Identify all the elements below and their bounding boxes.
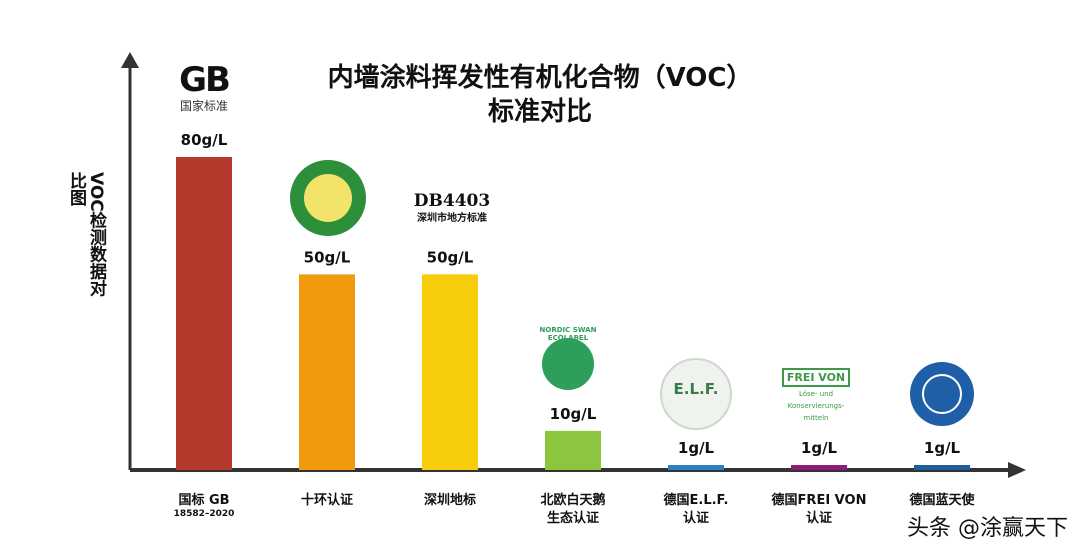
- y-axis-arrow: [121, 52, 139, 68]
- elf-text: E.L.F.: [673, 380, 719, 398]
- ten-rings-icon: [304, 174, 352, 222]
- bar: [299, 274, 355, 470]
- swan-icon: [542, 338, 594, 390]
- frei-text3: mitteln: [803, 414, 829, 422]
- category-label: 十环认证: [301, 492, 353, 508]
- bar: [791, 465, 847, 470]
- value-label: 1g/L: [801, 439, 838, 457]
- watermark: 头条 @涂赢天下: [907, 516, 1068, 541]
- gb-text: 国家标准: [179, 99, 228, 113]
- category-label: 国标 GB: [178, 492, 229, 508]
- frei-text1: Löse- und: [798, 390, 834, 398]
- blue-angel-icon: [922, 374, 962, 414]
- china-environmental-label-logo: [290, 160, 366, 236]
- bar: [545, 430, 601, 470]
- category-label: 北欧白天鹅: [540, 492, 605, 508]
- frei-title: FREI VON: [781, 368, 851, 387]
- category-label: 18582–2020: [174, 509, 235, 519]
- db4403-logo: DB4403 深圳市地方标准: [402, 190, 502, 226]
- category-label: 认证: [806, 510, 832, 526]
- chart-title-line2: 标准对比: [487, 97, 592, 127]
- value-labels: 80g/L 50g/L 50g/L 10g/L 1g/L 1g/L 1g/L: [181, 131, 961, 457]
- frei-von-logo: FREI VON Löse- und Konservierungs- mitte…: [780, 366, 852, 423]
- value-label: 80g/L: [181, 131, 228, 149]
- elf-logo: E.L.F.: [660, 358, 732, 430]
- frei-text2: Konservierungs-: [787, 402, 845, 410]
- value-label: 1g/L: [924, 439, 961, 457]
- bar: [176, 157, 232, 470]
- category-label: 深圳地标: [424, 492, 476, 508]
- category-label: 德国E.L.F.: [664, 492, 729, 508]
- nordic-swan-logo: NORDIC SWAN ECOLABEL: [532, 326, 604, 398]
- category-label: 认证: [683, 510, 709, 526]
- chart-title: 内墙涂料挥发性有机化合物（VOC）: [327, 63, 753, 93]
- gb-mark: GB: [179, 60, 231, 100]
- bar: [668, 465, 724, 470]
- value-label: 50g/L: [304, 248, 351, 266]
- bars: [176, 157, 970, 470]
- value-label: 1g/L: [678, 439, 715, 457]
- db-text: 深圳市地方标准: [417, 213, 487, 224]
- category-label: 生态认证: [547, 510, 599, 526]
- bar: [422, 274, 478, 470]
- value-label: 10g/L: [550, 405, 597, 423]
- category-label: 德国FREI VON: [772, 492, 867, 508]
- bar: [914, 465, 970, 470]
- gb-logo: GB 国家标准: [168, 62, 240, 114]
- y-axis-label: VOC检测数据对比图: [66, 172, 106, 297]
- blue-angel-logo: [910, 362, 974, 426]
- value-label: 50g/L: [427, 248, 474, 266]
- x-axis-arrow: [1008, 462, 1026, 478]
- db-mark: DB4403: [413, 191, 491, 211]
- category-label: 德国蓝天使: [909, 492, 975, 508]
